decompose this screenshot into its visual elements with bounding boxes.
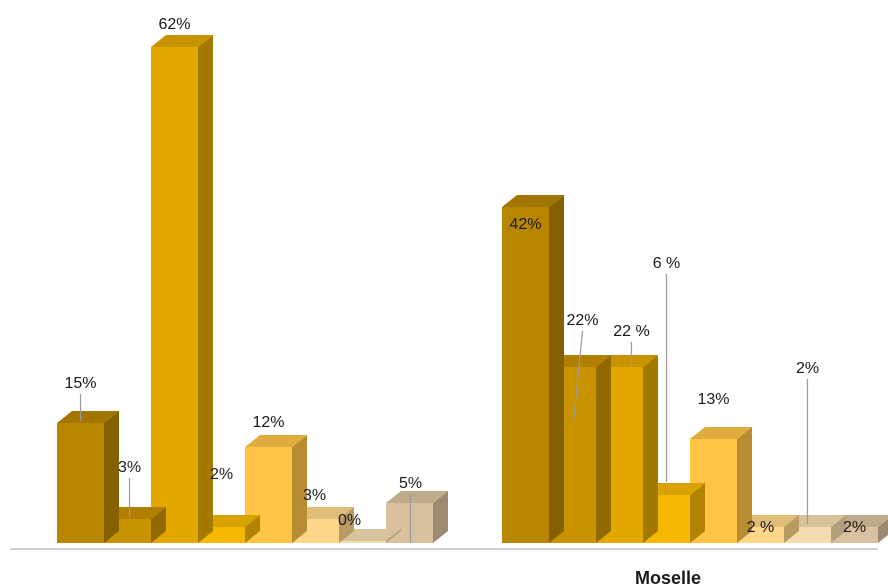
data-label: 12% <box>252 414 284 431</box>
data-label: 62% <box>158 16 190 33</box>
bar-top-face <box>596 355 658 367</box>
bar-top-face <box>292 507 354 519</box>
data-label: 22% <box>566 312 598 329</box>
leader-line <box>572 330 584 423</box>
data-label: 0% <box>338 512 361 529</box>
bar-g2-1 <box>502 195 564 543</box>
bar-g1-1 <box>57 411 119 543</box>
bar-top-face <box>151 35 213 47</box>
bar-side-face <box>690 483 705 543</box>
bar-g2-6 <box>737 515 799 543</box>
bar-top-face <box>386 491 448 503</box>
bar-side-face <box>104 411 119 543</box>
bar-front-face <box>502 207 549 543</box>
bar-side-face <box>784 515 799 543</box>
bar-front-face <box>57 423 104 543</box>
data-label: 2% <box>843 519 866 536</box>
category-label-moselle: Moselle <box>635 568 701 588</box>
bar-top-face <box>198 515 260 527</box>
leader-lines-layer <box>79 274 809 543</box>
bar-front-face <box>151 47 198 543</box>
bar-side-face <box>292 435 307 543</box>
data-label: 3% <box>303 487 326 504</box>
data-label: 2% <box>210 466 233 483</box>
bar-top-face <box>784 515 846 527</box>
bar-side-face <box>831 515 846 543</box>
data-label: 42% <box>509 216 541 233</box>
bar-top-face <box>502 195 564 207</box>
bar-top-face <box>339 529 401 541</box>
data-label: 2 % <box>747 519 775 536</box>
data-label: 13% <box>697 391 729 408</box>
data-label: 22 % <box>613 323 649 340</box>
data-label: 5% <box>399 475 422 492</box>
data-label: 2% <box>796 360 819 377</box>
bar-g1-3 <box>151 35 213 543</box>
bar-top-face <box>245 435 307 447</box>
bar-g1-7 <box>339 529 401 543</box>
bars-layer <box>57 35 888 543</box>
bar-side-face <box>245 515 260 543</box>
bar-side-face <box>737 427 752 543</box>
bar-side-face <box>198 35 213 543</box>
bar-side-face <box>596 355 611 543</box>
bar-side-face <box>386 529 401 543</box>
data-labels-layer: 15% 3% 62% 2% 12% 3% 0% 5% 42% 22% 22 % 6 % 13% 2 % 2%… <box>64 16 866 536</box>
bar-side-face <box>433 491 448 543</box>
data-label: 3% <box>118 459 141 476</box>
bar-g1-5 <box>245 435 307 543</box>
data-label: 15% <box>64 375 96 392</box>
bar-top-face <box>737 515 799 527</box>
bar-side-face <box>643 355 658 543</box>
data-label: 6 % <box>653 255 681 272</box>
bar-top-face <box>643 483 705 495</box>
bar-top-face <box>104 507 166 519</box>
bar-front-face <box>339 541 386 543</box>
bar-top-face <box>57 411 119 423</box>
bar-side-face <box>549 195 564 543</box>
bar-top-face <box>690 427 752 439</box>
